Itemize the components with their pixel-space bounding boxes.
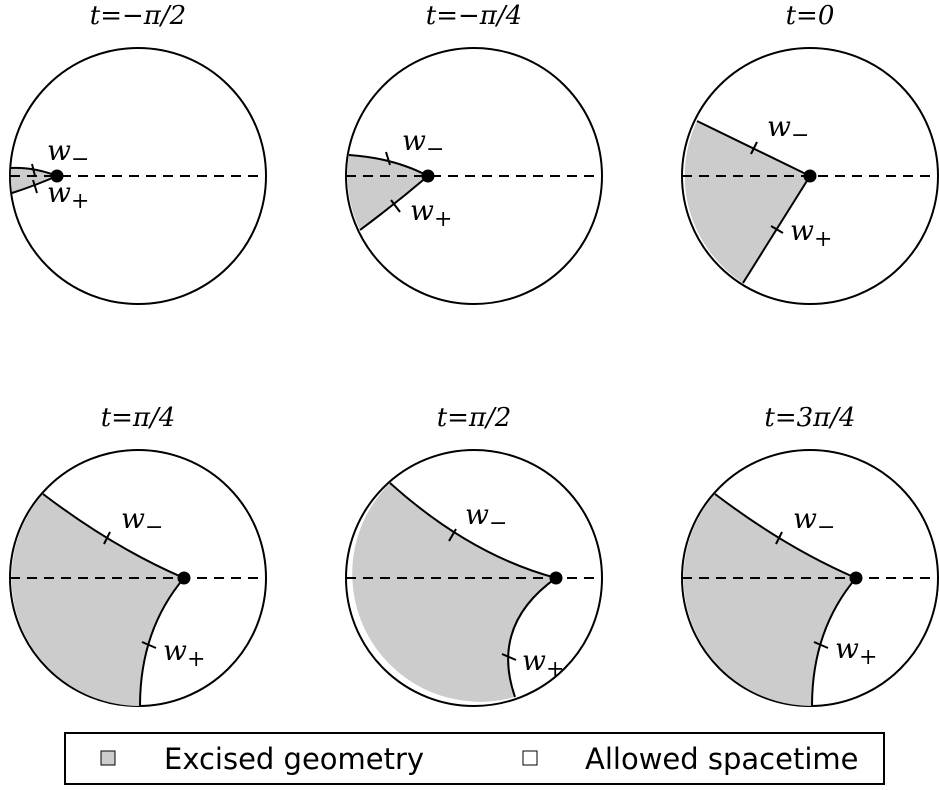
w-plus-tick [501,653,517,661]
w-plus-tick [141,641,157,649]
panel-t-minus-pi-over-2: t=−π/2 w− w+ [9,1,267,305]
panel-title: t=0 [786,1,835,31]
w-plus-label: w+ [47,176,89,214]
legend-label-excised: Excised geometry [164,742,424,776]
legend-swatch-excised [100,750,116,766]
w-plus-tick [390,199,401,213]
junction-point [177,571,191,585]
w-plus-curve [811,577,857,707]
w-minus-tick [103,531,111,545]
excised-region [352,483,556,702]
w-minus-label: w− [47,134,89,172]
legend-box [64,732,885,785]
excised-region [347,155,428,230]
panel-t-pi-over-2: t=π/2 w− w+ [345,403,603,707]
w-minus-tick [750,141,758,155]
junction-point [849,571,863,585]
junction-point [50,169,64,183]
w-minus-tick [775,531,783,545]
w-plus-curve [139,577,185,707]
w-plus-curve [507,577,557,698]
w-plus-label: w+ [522,644,564,682]
w-plus-label: w+ [410,194,452,232]
panel-title: t=−π/4 [426,1,522,31]
junction-point [421,169,435,183]
w-minus-curve [348,154,429,177]
w-plus-label: w+ [163,634,205,672]
w-minus-curve [714,493,857,579]
excised-region [11,494,184,707]
w-minus-tick [31,163,36,177]
legend-label-allowed: Allowed spacetime [585,742,858,776]
w-plus-tick [813,641,829,649]
junction-point [549,571,563,585]
junction-point [803,169,817,183]
w-plus-label: w+ [790,214,832,252]
panel-t-minus-pi-over-4: t=−π/4 w− w+ [345,1,603,305]
w-minus-tick [385,151,391,166]
panel-t-zero: t=0 w− w+ [681,1,939,305]
w-minus-curve [389,482,557,579]
panel-t-3pi-over-4: t=3π/4 w− w+ [681,403,939,707]
w-minus-label: w− [121,502,163,540]
legend-swatch-allowed [522,750,538,766]
legend: Excised geometry Allowed spacetime [64,732,885,785]
panel-t-pi-over-4: t=π/4 w− w+ [9,403,267,707]
w-plus-tick [32,179,38,194]
w-plus-label: w+ [835,632,877,670]
excised-region [683,494,856,707]
w-minus-label: w− [793,502,835,540]
panel-title: t=π/4 [101,403,176,433]
w-minus-label: w− [465,498,507,536]
w-plus-tick [770,225,784,234]
w-minus-curve [42,493,185,579]
panel-title: t=3π/4 [764,403,855,433]
w-minus-tick [448,528,457,542]
w-minus-label: w− [767,110,809,148]
panel-title: t=π/2 [437,403,512,433]
w-minus-label: w− [402,124,444,162]
panel-title: t=−π/2 [90,1,186,31]
